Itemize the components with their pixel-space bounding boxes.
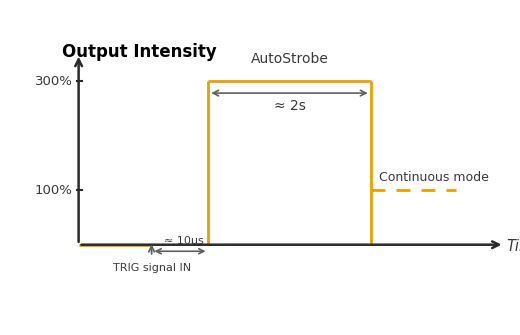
Text: AutoStrobe: AutoStrobe: [251, 52, 329, 66]
Text: Continuous mode: Continuous mode: [379, 171, 489, 184]
Text: 100%: 100%: [35, 184, 72, 197]
Text: ≈ 10μs: ≈ 10μs: [164, 236, 204, 246]
Text: ≈ 2s: ≈ 2s: [274, 98, 305, 113]
Text: 300%: 300%: [35, 75, 72, 87]
Text: Time: Time: [506, 240, 520, 254]
Text: TRIG signal IN: TRIG signal IN: [112, 263, 191, 273]
Text: Output Intensity: Output Intensity: [62, 43, 217, 61]
